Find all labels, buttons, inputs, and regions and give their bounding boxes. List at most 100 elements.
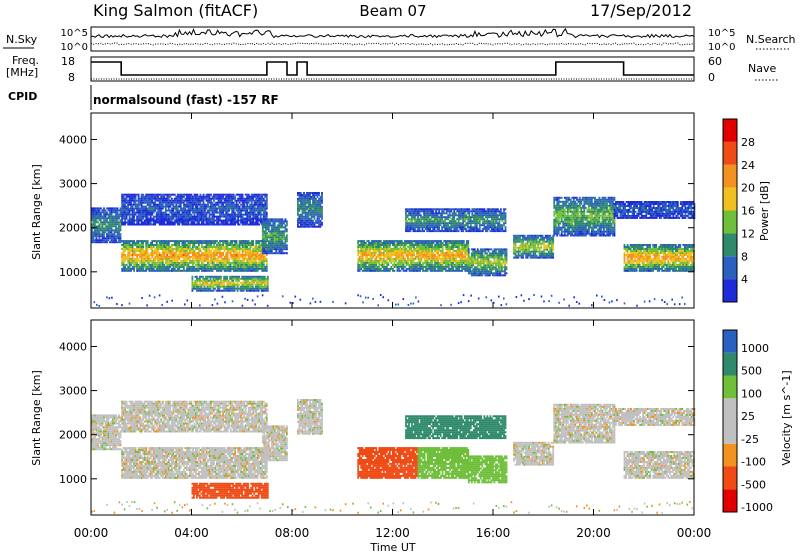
date-label: 17/Sep/2012 — [590, 1, 692, 20]
scatter-cell — [203, 262, 205, 264]
scatter-cell — [201, 212, 203, 214]
scatter-cell — [221, 222, 223, 224]
scatter-cell — [221, 206, 223, 208]
scatter-cell — [201, 270, 203, 272]
scatter-cell — [129, 266, 131, 268]
scatter-cell — [141, 222, 143, 224]
scatter-cell — [281, 240, 283, 242]
scatter-cell — [142, 244, 144, 246]
scatter-cell — [232, 280, 234, 282]
scatter-cell — [241, 288, 243, 290]
scatter-cell — [100, 213, 102, 215]
scatter-cell — [251, 202, 253, 204]
scatter-cell — [302, 200, 304, 202]
scatter-cell — [160, 208, 162, 210]
scatter-cell — [117, 211, 119, 213]
scatter-cell — [233, 202, 235, 204]
scatter-cell — [263, 198, 265, 200]
scatter-cell — [221, 220, 223, 222]
scatter-cell — [222, 254, 224, 256]
scatter-cell — [199, 282, 201, 284]
scatter-cell — [222, 212, 224, 214]
scatter-cell — [223, 282, 225, 284]
scatter-cell — [100, 239, 102, 241]
scatter-cell — [160, 244, 162, 246]
scatter-cell — [141, 256, 143, 258]
scatter-cell — [281, 250, 283, 252]
scatter-cell — [145, 264, 147, 266]
scatter-cell — [198, 222, 200, 224]
scatter-cell — [207, 282, 209, 284]
scatter-cell — [261, 196, 263, 198]
scatter-cell — [305, 204, 307, 206]
scatter-cell — [141, 262, 143, 264]
scatter-cell — [258, 224, 260, 226]
scatter-cell — [221, 202, 223, 204]
cpid-label: CPID — [8, 90, 37, 103]
scatter-cell — [255, 244, 257, 246]
scatter-cell — [234, 196, 236, 198]
scatter-cell — [257, 252, 259, 254]
scatter-cell — [105, 223, 107, 225]
scatter-cell — [157, 250, 159, 252]
scatter-cell — [162, 208, 164, 210]
scatter-cell — [129, 216, 131, 218]
scatter-cell — [261, 214, 263, 216]
scatter-cell — [210, 194, 212, 196]
scatter-cell — [160, 246, 162, 248]
scatter-cell — [118, 231, 120, 233]
scatter-cell — [216, 254, 218, 256]
scatter-cell — [207, 204, 209, 206]
scatter-cell — [242, 258, 244, 260]
scatter-cell — [221, 244, 223, 246]
scatter-cell — [242, 210, 244, 212]
scatter-cell — [261, 286, 263, 288]
scatter-cell — [174, 268, 176, 270]
scatter-cell — [242, 218, 244, 220]
scatter-cell — [180, 202, 182, 204]
scatter-cell — [227, 256, 229, 258]
scatter-cell — [180, 204, 182, 206]
scatter-cell — [133, 216, 135, 218]
scatter-cell — [222, 252, 224, 254]
scatter-cell — [141, 200, 143, 202]
scatter-cell — [166, 254, 168, 256]
scatter-cell — [218, 204, 220, 206]
scatter-cell — [285, 218, 287, 220]
scatter-cell — [201, 206, 203, 208]
scatter-cell — [160, 260, 162, 262]
scatter-cell — [286, 234, 288, 236]
scatter-cell — [239, 224, 241, 226]
scatter-cell — [236, 240, 238, 242]
scatter-cell — [201, 220, 203, 222]
scatter-cell — [267, 282, 269, 284]
scatter-cell — [252, 242, 254, 244]
scatter-cell — [142, 248, 144, 250]
scatter-cell — [213, 286, 215, 288]
scatter-cell — [314, 218, 316, 220]
scatter-cell — [246, 222, 248, 224]
scatter-cell — [266, 206, 268, 208]
scatter-cell — [242, 248, 244, 250]
scatter-cell — [191, 214, 193, 216]
noise-right-tick-bottom: 10^0 — [708, 42, 735, 53]
scatter-cell — [129, 212, 131, 214]
scatter-cell — [226, 276, 228, 278]
scatter-cell — [188, 264, 190, 266]
scatter-cell — [183, 266, 185, 268]
scatter-cell — [100, 217, 102, 219]
scatter-cell — [242, 270, 244, 272]
scatter-cell — [201, 284, 203, 286]
scatter-cell — [297, 202, 299, 204]
scatter-cell — [210, 250, 212, 252]
scatter-cell — [129, 242, 131, 244]
scatter-cell — [299, 210, 301, 212]
scatter-cell — [210, 200, 212, 202]
scatter-cell — [148, 262, 150, 264]
scatter-cell — [286, 246, 288, 248]
scatter-cell — [121, 220, 123, 222]
scatter-cell — [189, 212, 191, 214]
scatter-cell — [174, 194, 176, 196]
scatter-cell — [266, 212, 268, 214]
scatter-cell — [160, 206, 162, 208]
